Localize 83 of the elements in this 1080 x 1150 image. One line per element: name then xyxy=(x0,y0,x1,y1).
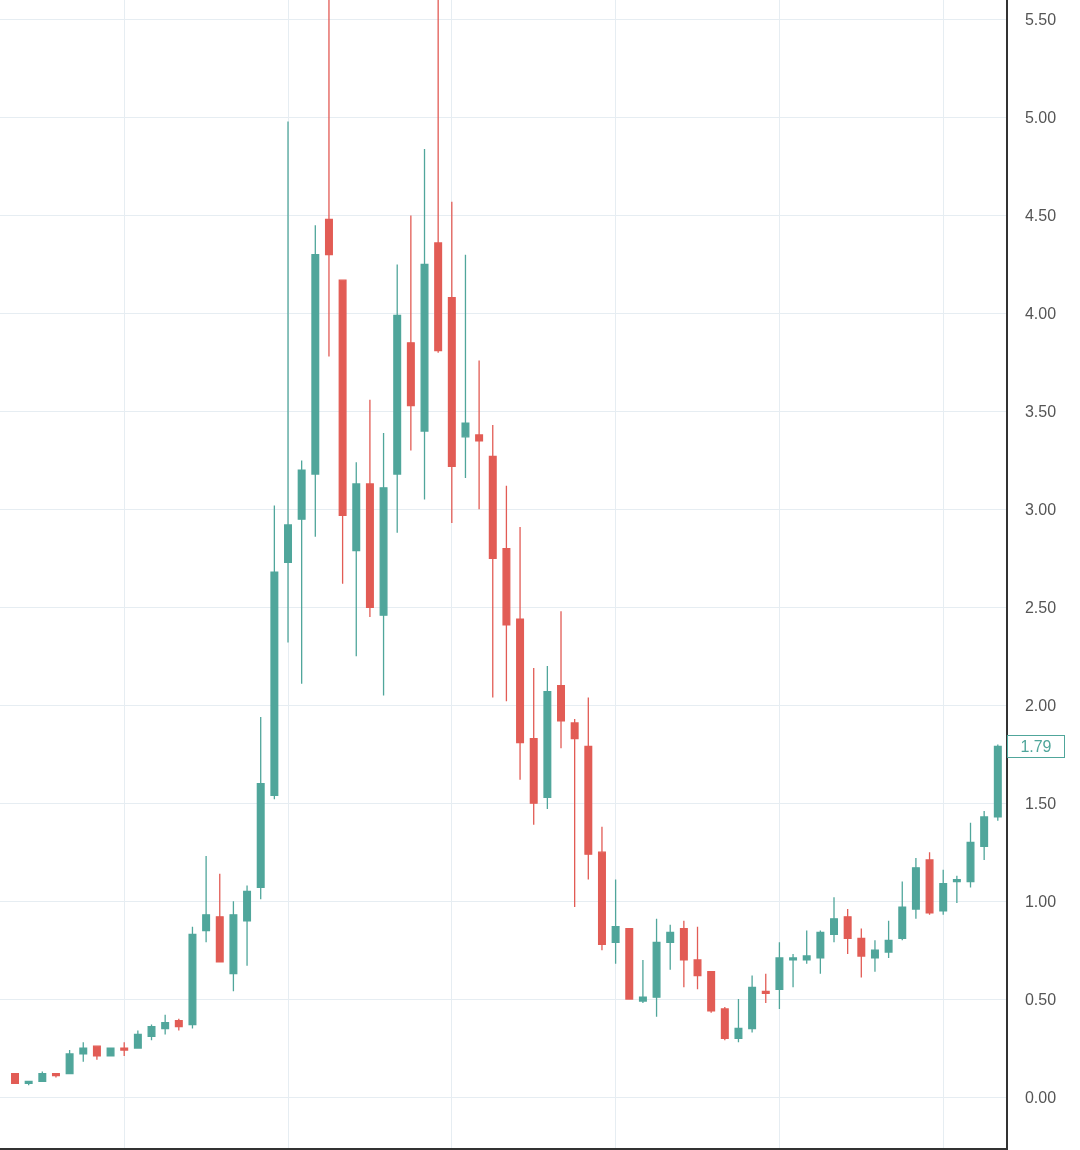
candlestick xyxy=(652,918,661,1018)
candlestick xyxy=(516,526,525,781)
y-tick-label: 0.00 xyxy=(1024,1088,1057,1106)
y-tick-label: 3.00 xyxy=(1024,500,1057,518)
candlestick xyxy=(611,878,620,965)
y-tick-label: 1.00 xyxy=(1024,892,1057,910)
candlestick xyxy=(761,973,770,1004)
candlestick xyxy=(502,485,511,702)
candlestick xyxy=(11,1072,20,1084)
candlestick xyxy=(830,896,839,943)
candlestick xyxy=(557,610,566,749)
candlestick xyxy=(720,1006,729,1041)
candlestick xyxy=(106,1047,115,1057)
candlestick xyxy=(188,925,197,1030)
candlestick xyxy=(843,908,852,955)
candlestick xyxy=(365,399,374,618)
text: 1.79 xyxy=(1020,738,1052,755)
candlestick xyxy=(406,214,415,452)
candlestick xyxy=(597,826,606,951)
candlestick xyxy=(584,696,593,881)
candlestick xyxy=(434,0,443,354)
candlestick xyxy=(270,504,279,800)
candlestick xyxy=(174,1018,183,1032)
candlestick xyxy=(92,1045,101,1061)
candlestick xyxy=(993,743,1002,822)
candlestick xyxy=(488,424,497,699)
y-tick-label: 2.50 xyxy=(1024,598,1057,616)
candlestick xyxy=(393,263,402,534)
candlestick xyxy=(65,1049,74,1075)
candlestick xyxy=(352,461,361,657)
candlestick xyxy=(38,1070,47,1083)
candlestick xyxy=(898,880,907,941)
candlestick xyxy=(256,716,265,900)
candlestick xyxy=(447,201,456,524)
candlestick xyxy=(420,148,429,501)
candlestick xyxy=(911,857,920,920)
candlestick xyxy=(925,851,934,916)
candlestick xyxy=(884,920,893,959)
candlestick xyxy=(379,432,388,697)
candlestick xyxy=(324,0,333,358)
candlestick xyxy=(748,974,757,1034)
y-tick-label: 5.50 xyxy=(1024,11,1057,29)
candlestick xyxy=(679,920,688,989)
y-tick-label: 0.50 xyxy=(1024,990,1057,1008)
candlestick xyxy=(338,279,347,585)
y-tick-label: 4.00 xyxy=(1024,305,1057,323)
candlestick xyxy=(297,459,306,685)
candlestick xyxy=(161,1014,170,1036)
candlestick xyxy=(939,869,948,916)
candlestick xyxy=(120,1041,129,1057)
candlestick xyxy=(816,929,825,975)
candlestick xyxy=(570,718,579,908)
y-tick-label: 5.00 xyxy=(1024,109,1057,127)
candlestick xyxy=(311,224,320,538)
candlestick xyxy=(666,924,675,971)
candlestick xyxy=(243,884,252,967)
candlestick xyxy=(775,941,784,1010)
candlestick xyxy=(461,254,470,479)
candlestick xyxy=(147,1023,156,1041)
candlestick xyxy=(693,925,702,990)
candlestick xyxy=(543,665,552,810)
candlestick xyxy=(133,1029,142,1049)
candlestick xyxy=(870,939,879,973)
candlestick xyxy=(857,927,866,979)
candlestick xyxy=(707,971,716,1014)
y-tick-label: 3.50 xyxy=(1024,403,1057,420)
candlestick xyxy=(980,810,989,861)
candlestick xyxy=(475,359,484,510)
candlestick xyxy=(734,998,743,1043)
candlestick xyxy=(229,900,238,992)
candlestick xyxy=(529,667,538,826)
y-tick-label: 2.00 xyxy=(1024,696,1057,714)
candlestick xyxy=(638,959,647,1004)
candlestick xyxy=(625,927,634,1000)
candlestick xyxy=(202,855,211,943)
candlestick xyxy=(215,873,224,963)
candlestick xyxy=(966,822,975,889)
candlestick xyxy=(789,953,798,989)
candlestick xyxy=(952,875,961,904)
candlestick xyxy=(802,929,811,965)
y-tick-label: 4.50 xyxy=(1024,207,1057,225)
candlestick xyxy=(79,1041,88,1063)
y-tick-label: 1.50 xyxy=(1024,794,1057,812)
